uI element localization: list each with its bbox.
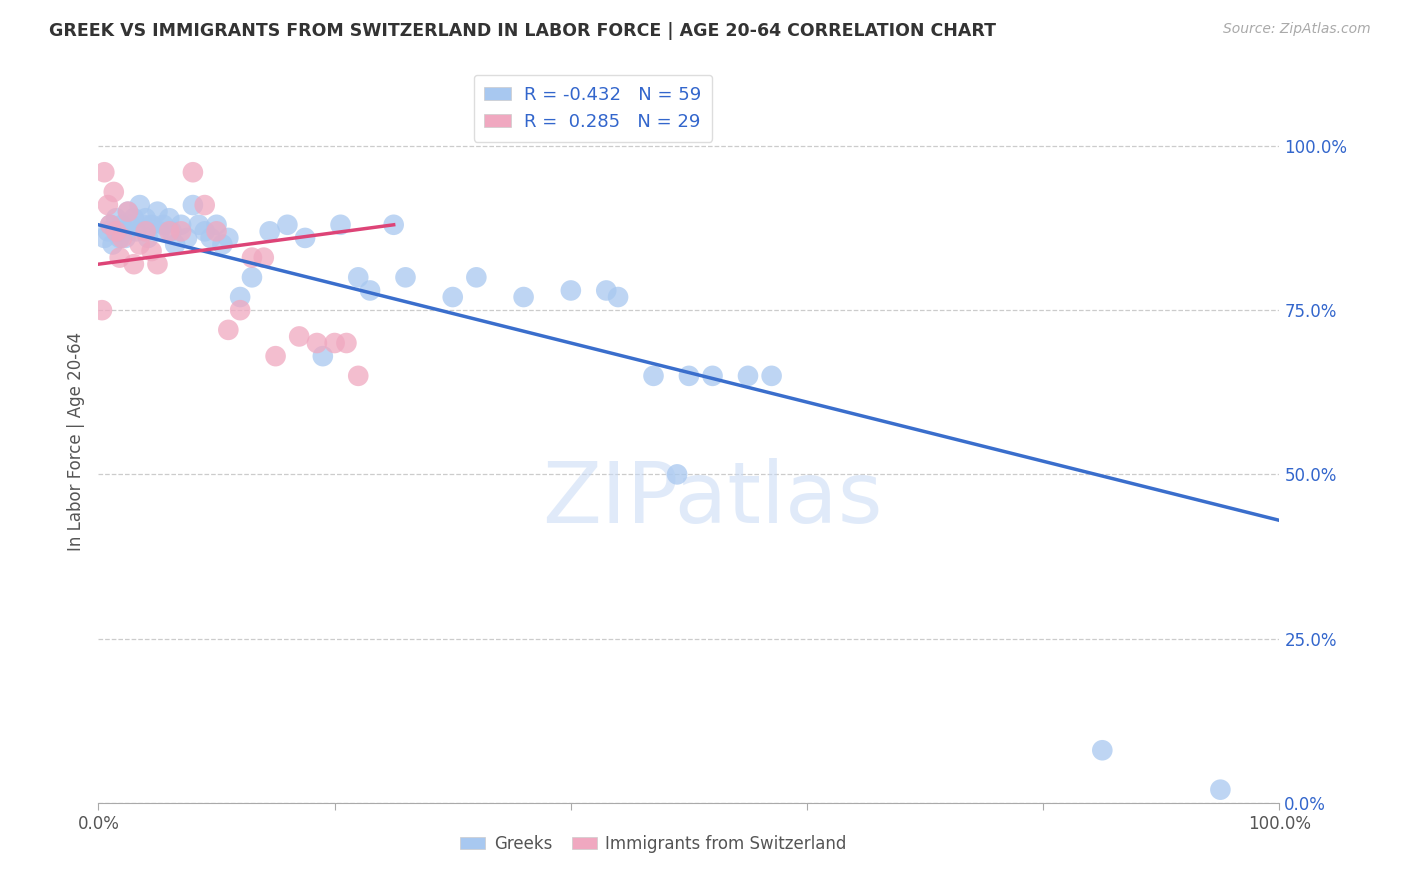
Point: [595, 284, 617, 298]
Point: [135, 224, 157, 238]
Point: [702, 368, 724, 383]
Point: [259, 224, 281, 238]
Point: [132, 218, 155, 232]
Point: [93, 231, 115, 245]
Point: [157, 224, 180, 238]
Point: [666, 467, 689, 482]
Point: [512, 290, 534, 304]
Point: [146, 204, 169, 219]
Y-axis label: In Labor Force | Age 20-64: In Labor Force | Age 20-64: [66, 332, 84, 551]
Point: [276, 218, 298, 232]
Point: [205, 218, 228, 232]
Point: [141, 244, 163, 258]
Point: [97, 224, 120, 238]
Point: [105, 224, 128, 238]
Point: [347, 368, 370, 383]
Point: [560, 284, 582, 298]
Point: [312, 349, 335, 363]
Point: [103, 185, 125, 199]
Point: [288, 329, 311, 343]
Point: [117, 204, 139, 219]
Point: [101, 237, 124, 252]
Point: [108, 231, 131, 245]
Point: [229, 290, 252, 304]
Point: [141, 218, 163, 232]
Point: [93, 165, 115, 179]
Point: [200, 231, 222, 245]
Point: [323, 336, 346, 351]
Point: [111, 218, 134, 232]
Point: [122, 257, 145, 271]
Point: [157, 211, 180, 226]
Point: [97, 198, 120, 212]
Point: [194, 198, 217, 212]
Point: [112, 224, 135, 238]
Point: [170, 218, 193, 232]
Point: [194, 224, 217, 238]
Text: Source: ZipAtlas.com: Source: ZipAtlas.com: [1223, 22, 1371, 37]
Point: [111, 231, 134, 245]
Point: [181, 165, 204, 179]
Point: [187, 218, 209, 232]
Point: [91, 303, 114, 318]
Point: [128, 237, 150, 252]
Point: [465, 270, 488, 285]
Point: [114, 231, 136, 245]
Point: [152, 218, 174, 232]
Point: [98, 218, 121, 232]
Point: [170, 224, 193, 238]
Point: [737, 368, 759, 383]
Point: [149, 224, 172, 238]
Point: [176, 231, 198, 245]
Point: [643, 368, 665, 383]
Point: [264, 349, 287, 363]
Point: [117, 204, 139, 219]
Point: [382, 218, 405, 232]
Point: [165, 237, 187, 252]
Point: [335, 336, 357, 351]
Point: [122, 211, 145, 226]
Point: [120, 218, 142, 232]
Point: [98, 218, 121, 232]
Point: [240, 251, 263, 265]
Point: [160, 224, 183, 238]
Point: [347, 270, 370, 285]
Point: [135, 211, 157, 226]
Point: [217, 231, 239, 245]
Point: [1209, 782, 1232, 797]
Point: [205, 224, 228, 238]
Point: [678, 368, 700, 383]
Point: [441, 290, 464, 304]
Point: [394, 270, 416, 285]
Point: [181, 198, 204, 212]
Point: [329, 218, 352, 232]
Point: [240, 270, 263, 285]
Point: [211, 237, 233, 252]
Text: GREEK VS IMMIGRANTS FROM SWITZERLAND IN LABOR FORCE | AGE 20-64 CORRELATION CHAR: GREEK VS IMMIGRANTS FROM SWITZERLAND IN …: [49, 22, 997, 40]
Point: [125, 224, 148, 238]
Point: [105, 211, 128, 226]
Point: [108, 251, 131, 265]
Point: [217, 323, 239, 337]
Point: [305, 336, 328, 351]
Point: [1091, 743, 1114, 757]
Point: [128, 198, 150, 212]
Point: [146, 257, 169, 271]
Point: [229, 303, 252, 318]
Text: ZIPatlas: ZIPatlas: [543, 458, 883, 541]
Point: [359, 284, 381, 298]
Point: [253, 251, 276, 265]
Point: [761, 368, 783, 383]
Point: [294, 231, 316, 245]
Legend: Greeks, Immigrants from Switzerland: Greeks, Immigrants from Switzerland: [454, 828, 853, 860]
Point: [136, 231, 159, 245]
Point: [107, 224, 129, 238]
Point: [607, 290, 630, 304]
